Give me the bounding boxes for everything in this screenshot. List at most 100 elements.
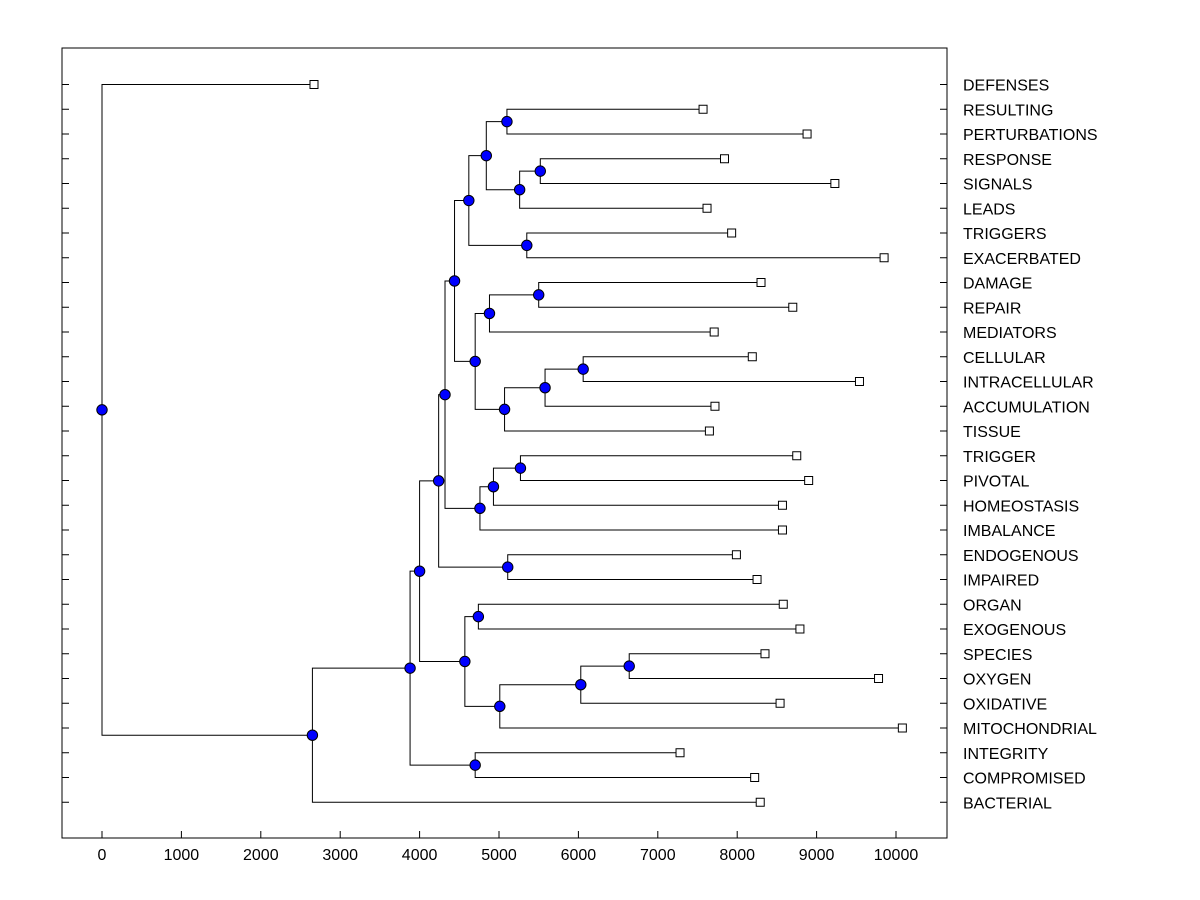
dendrogram-link: [628, 666, 879, 679]
cluster-node: [413, 565, 426, 577]
cluster-node: [469, 759, 481, 771]
leaf-marker: [795, 624, 805, 634]
cluster-node: [404, 662, 416, 674]
leaf-label: LEADS: [963, 201, 1015, 218]
dendrogram-link: [444, 394, 480, 509]
leaf-marker: [309, 80, 319, 89]
dendrogram-link: [409, 668, 476, 766]
leaf-marker: [710, 401, 720, 411]
dendrogram-links: [101, 84, 903, 803]
dendrogram-link: [479, 508, 783, 531]
cluster-node: [448, 275, 461, 287]
dendrogram-link: [409, 570, 420, 669]
leaf-label: TISSUE: [963, 424, 1021, 441]
plot-frame: [61, 47, 948, 839]
dendrogram-link: [444, 280, 455, 395]
leaf-label: TRIGGER: [963, 449, 1036, 466]
leaf-marker: [747, 352, 757, 362]
leaf-label: OXYGEN: [963, 672, 1031, 689]
x-tick-label: 2000: [243, 847, 279, 864]
leaf-marker: [704, 426, 714, 436]
leaf-label: DEFENSES: [963, 78, 1049, 95]
cluster-node: [501, 115, 513, 128]
leaf-marker: [750, 773, 760, 782]
cluster-node: [513, 183, 526, 196]
cluster-node: [575, 678, 587, 691]
dendrogram-link: [438, 480, 508, 568]
dendrogram-link: [506, 121, 808, 135]
dendrogram-link: [519, 468, 809, 481]
dendrogram-link: [468, 155, 487, 201]
cluster-node: [494, 700, 506, 713]
dendrogram-link: [539, 158, 725, 172]
leaf-marker: [777, 500, 787, 510]
x-tick-label: 6000: [561, 847, 597, 864]
dendrogram-link: [101, 409, 313, 736]
leaf-marker: [802, 129, 812, 139]
dendrogram-link: [539, 171, 835, 184]
leaf-label: MITOCHONDRIAL: [963, 721, 1097, 738]
dendrogram-link: [454, 280, 476, 362]
dendrogram-link: [507, 554, 737, 568]
leaf-label: INTRACELLULAR: [963, 375, 1094, 392]
dendrogram-link: [519, 170, 541, 190]
dendrogram-link: [538, 294, 793, 308]
dendrogram-link: [628, 653, 765, 667]
leaf-label: DAMAGE: [963, 276, 1032, 293]
dendrogram-link: [526, 245, 885, 259]
leaf-marker: [854, 377, 864, 386]
x-tick-label: 5000: [481, 847, 517, 864]
dendrogram-link: [477, 616, 800, 630]
dendrogram-link: [101, 84, 314, 410]
cluster-node: [469, 355, 481, 368]
cluster-node: [306, 729, 319, 741]
dendrogram-link: [474, 765, 755, 778]
leaf-marker: [702, 203, 712, 213]
leaf-marker: [727, 228, 737, 238]
x-tick-label: 10000: [874, 847, 919, 864]
dendrogram-link: [580, 665, 630, 685]
leaf-marker: [874, 674, 884, 683]
leaf-label: ENDOGENOUS: [963, 548, 1079, 565]
leaf-label: OXIDATIVE: [963, 696, 1047, 713]
cluster-node: [502, 561, 514, 573]
leaf-marker: [792, 451, 802, 461]
leaf-label: ORGAN: [963, 597, 1022, 614]
dendrogram-link: [468, 200, 527, 246]
leaf-marker: [752, 575, 762, 584]
dendrogram-link: [504, 409, 710, 432]
dendrogram-link: [474, 752, 681, 766]
dendrogram-link: [492, 467, 521, 487]
cluster-node: [432, 475, 445, 487]
cluster-node: [463, 194, 475, 207]
leaf-marker: [777, 525, 787, 535]
x-tick-label: 3000: [322, 847, 358, 864]
dendrogram-link: [485, 155, 520, 191]
leaf-marker: [698, 104, 708, 114]
dendrogram-link: [519, 455, 797, 469]
leaf-marker: [778, 599, 788, 609]
cluster-node: [472, 610, 485, 623]
cluster-node: [534, 165, 546, 177]
dendrogram-link: [538, 282, 762, 295]
x-tick-label: 9000: [799, 847, 835, 864]
leaf-marker: [879, 253, 889, 263]
dendrogram-link: [419, 480, 439, 572]
dendrogram-link: [311, 735, 761, 803]
dendrogram-link: [454, 200, 469, 281]
cluster-node: [96, 404, 108, 416]
dendrogram-link: [464, 616, 479, 662]
cluster-node: [521, 239, 533, 252]
leaf-label: IMBALANCE: [963, 523, 1055, 540]
leaf-label: RESULTING: [963, 102, 1053, 119]
dendrogram-link: [507, 567, 758, 580]
leaf-label: MEDIATORS: [963, 325, 1057, 342]
dendrogram-link: [580, 684, 781, 704]
leaf-marker: [788, 302, 798, 312]
x-axis: 0 1000 2000 3000 4000 5000 6000 7000 8000 9000 100…: [98, 831, 919, 864]
leaf-marker: [897, 723, 907, 733]
leaf-marker: [719, 154, 729, 164]
dendrogram-link: [474, 361, 505, 410]
leaf-marker: [830, 179, 840, 188]
